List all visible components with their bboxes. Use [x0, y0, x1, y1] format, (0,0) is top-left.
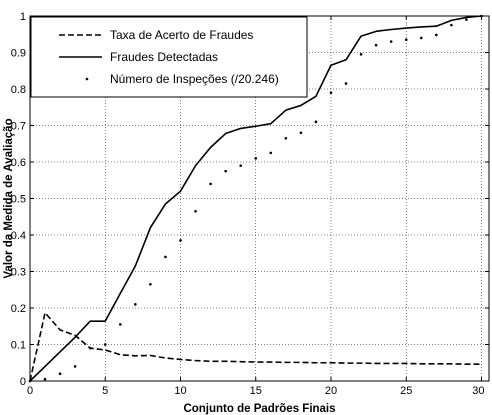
y-axis-title: Valor da Medida de Avaliação — [3, 118, 15, 278]
series-2-point — [118, 323, 122, 326]
x-tick-label: 20 — [325, 385, 337, 397]
series-2-point — [73, 365, 77, 368]
series-2-point — [179, 239, 182, 242]
series-2-point — [284, 136, 288, 140]
series-2-point — [404, 38, 408, 42]
series-2-point — [194, 209, 197, 213]
series-2-point — [209, 182, 212, 186]
x-tick-label: 15 — [250, 385, 262, 397]
x-axis-title: Conjunto de Padrões Finais — [183, 403, 335, 415]
x-tick-label: 10 — [174, 385, 186, 397]
x-tick-label: 0 — [27, 385, 33, 397]
series-2-point — [149, 282, 152, 286]
y-tick-label: 0.6 — [11, 157, 26, 169]
series-2-point — [269, 151, 273, 155]
series-2-point — [299, 131, 303, 135]
y-tick-label: 0.3 — [11, 267, 26, 279]
y-tick-label: 0 — [20, 376, 26, 388]
series-2-point — [419, 36, 423, 40]
series-2-point — [88, 346, 92, 350]
series-2-point — [134, 303, 137, 306]
legend-label-1: Fraudes Detectadas — [110, 50, 218, 64]
tick-labels: 0 5 10 15 20 25 30 0 0.1 0.2 0.3 0.4 0.5 0.6 0.7 0.8 0.9… — [11, 11, 485, 397]
y-tick-label: 1 — [20, 11, 26, 23]
y-tick-label: 0.8 — [11, 84, 26, 96]
series-layer — [28, 14, 483, 383]
y-tick-label: 0.7 — [11, 121, 26, 133]
series-2-point — [359, 53, 363, 56]
series-0-line — [29, 311, 482, 382]
y-tick-label: 0.9 — [11, 48, 26, 60]
legend-label-2: Número de Inspeções (/20.246) — [110, 72, 279, 86]
legend-label-0: Taxa de Acerto de Fraudes — [110, 28, 253, 42]
series-2-point — [254, 157, 258, 160]
series-2-point — [435, 33, 438, 37]
series-1-line — [29, 15, 482, 382]
series-2-point — [43, 377, 47, 381]
legend: Taxa de Acerto de Fraudes Fraudes Detecta… — [30, 16, 308, 98]
series-2-point — [389, 40, 393, 43]
series-2-point — [224, 169, 227, 173]
x-tick-label: 5 — [102, 385, 108, 397]
series-2-point — [58, 372, 62, 376]
series-2-point — [103, 343, 107, 346]
x-tick-label: 25 — [400, 385, 412, 397]
series-2-point — [450, 23, 453, 27]
legend-marker-2 — [85, 77, 89, 81]
y-tick-label: 0.4 — [11, 230, 26, 242]
series-2-point — [164, 255, 167, 259]
series-2-point — [329, 91, 333, 94]
y-tick-label: 0.1 — [11, 340, 26, 352]
series-2-point — [239, 164, 242, 167]
series-2-point — [314, 120, 318, 124]
y-tick-label: 0.5 — [11, 194, 26, 206]
series-2-point — [374, 43, 378, 47]
y-tick-label: 0.2 — [11, 303, 26, 315]
series-2-point — [344, 82, 348, 85]
series-2-point — [465, 18, 468, 21]
x-tick-label: 30 — [472, 385, 484, 397]
